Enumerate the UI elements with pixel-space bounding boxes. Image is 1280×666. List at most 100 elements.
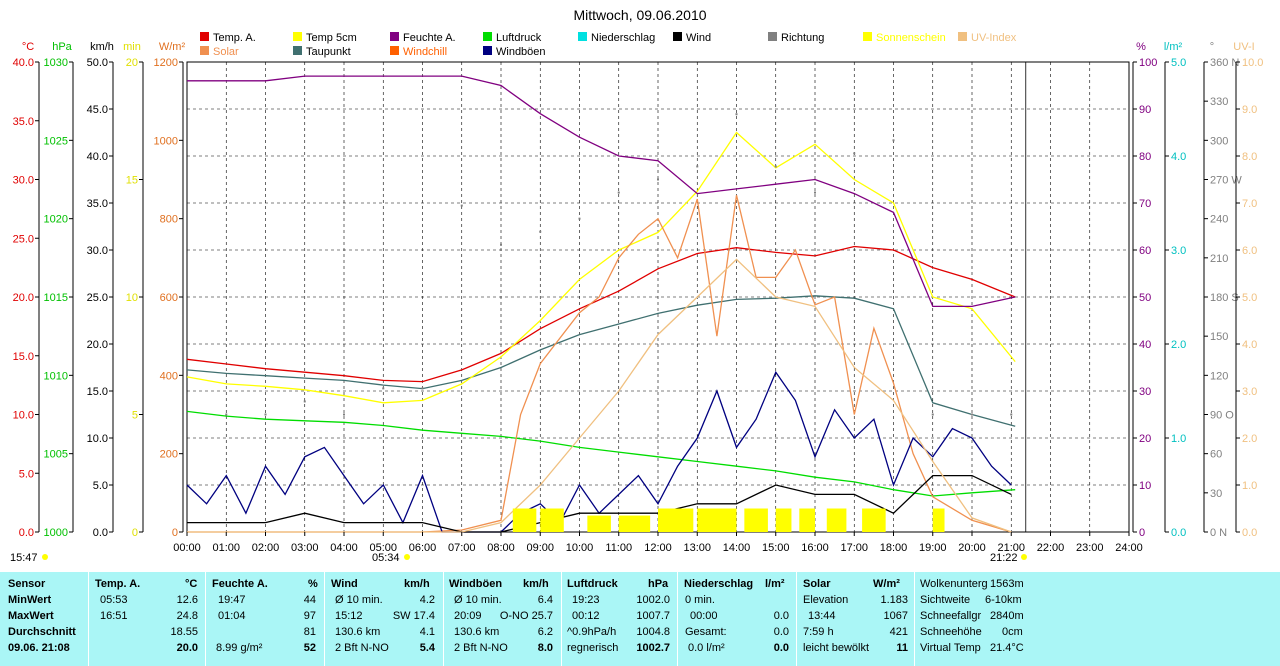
legend-label: Temp. A. xyxy=(213,32,256,44)
temp-unit: °C xyxy=(185,578,198,590)
summary-panel: Sensor MinWert MaxWert Durchschnitt 09.0… xyxy=(0,572,1280,666)
axis-unit: min xyxy=(123,41,141,53)
wind-header: Wind xyxy=(331,578,358,590)
series-feuchte-a- xyxy=(187,75,1016,308)
axis-unit: °C xyxy=(22,41,34,53)
x-axis-ticks: 00:00 01:00 02:00 03:00 04:00 05:00 06:00 07:00… xyxy=(173,532,1143,554)
direction-dot xyxy=(814,191,816,194)
axis-tick-label: 5.0 xyxy=(1242,292,1257,304)
axis-unit: l/m² xyxy=(1164,41,1183,53)
axis-tick-label: 50 xyxy=(1139,292,1151,304)
axis-tick-label: 10.0 xyxy=(13,410,34,422)
axis-tick-label: 10 xyxy=(1139,480,1151,492)
axis-tick-label: 150 xyxy=(1210,331,1228,343)
solar-header: Solar xyxy=(803,578,831,590)
legend-label: Luftdruck xyxy=(496,32,542,44)
legend-swatch xyxy=(958,32,967,41)
axis-tick-label: 3.0 xyxy=(1171,245,1186,257)
axis-tick-label: 9.0 xyxy=(1242,104,1257,116)
axis-tick-label: 0.0 xyxy=(93,527,108,539)
direction-dot xyxy=(343,413,345,416)
axis-tick-label: 180 S xyxy=(1210,292,1239,304)
pressure-forecast: regnerisch xyxy=(567,642,619,654)
direction-dot xyxy=(500,243,502,246)
x-tick-label: 24:00 xyxy=(1115,542,1143,554)
humidity-unit: % xyxy=(308,578,318,590)
sunshine-bar xyxy=(540,508,564,532)
axis-tick-label: 2.0 xyxy=(1242,433,1257,445)
wind-min-label: Ø 10 min. xyxy=(335,594,383,606)
x-tick-label: 15:00 xyxy=(762,542,790,554)
pressure-trend: ^0.9hPa/h xyxy=(567,626,617,638)
rain-unit: l/m² xyxy=(765,578,785,590)
axis-tick-label: 600 xyxy=(160,292,178,304)
axis-tick-label: 35.0 xyxy=(13,116,34,128)
wind-min-value: 4.2 xyxy=(419,594,435,606)
temp-max-value: 24.8 xyxy=(176,610,198,622)
chart-legend: Temp. A. Solar Temp 5cm Taupunkt Feuchte A. W… xyxy=(200,32,1017,58)
gust-bft: 2 Bft N-NO xyxy=(454,642,508,654)
axis-tick-label: 60 xyxy=(1139,245,1151,257)
axis-tick-label: 0.0 xyxy=(1171,527,1186,539)
wind-max-time: 15:12 xyxy=(335,610,363,622)
solar-duration: 7:59 h xyxy=(803,626,834,638)
x-tick-label: 22:00 xyxy=(1037,542,1065,554)
direction-dot xyxy=(578,217,581,220)
virtual-temp-label: Virtual Temp xyxy=(920,642,981,654)
direction-dot xyxy=(735,113,738,116)
weather-chart: Mittwoch, 09.06.2010 Temp. A. Solar Temp 5… xyxy=(10,7,1263,564)
direction-dot xyxy=(971,413,973,416)
axis-tick-label: 0 N xyxy=(1210,527,1227,539)
series-luftdruck xyxy=(186,410,1016,497)
x-tick-label: 16:00 xyxy=(801,542,829,554)
axis-tick-label: 40.0 xyxy=(87,151,108,163)
axis-tick-label: 0.0 xyxy=(19,527,34,539)
axis-tick-label: 10.0 xyxy=(87,433,108,445)
wind-avg-value: 4.1 xyxy=(419,626,435,638)
rain-total-label: Gesamt: xyxy=(685,626,727,638)
axis-tick-label: 20 xyxy=(126,57,138,69)
axis-tick-label: 15 xyxy=(126,175,138,187)
axis-tick-label: 1005 xyxy=(44,449,68,461)
axis-tick-label: 360 N xyxy=(1210,57,1239,69)
min-row-label: MinWert xyxy=(8,594,52,606)
humidity-max-time: 01:04 xyxy=(218,610,246,622)
direction-dot xyxy=(657,178,659,181)
x-tick-label: 09:00 xyxy=(526,542,554,554)
sunrise-icon xyxy=(404,554,410,560)
x-tick-label: 06:00 xyxy=(409,542,437,554)
axis-tick-label: 200 xyxy=(160,449,178,461)
pressure-avg-value: 1004.8 xyxy=(636,626,670,638)
axis-tick-label: 330 xyxy=(1210,96,1228,108)
x-tick-label: 17:00 xyxy=(840,542,868,554)
now-label: 21:22 xyxy=(990,552,1018,564)
legend-swatch xyxy=(390,46,399,55)
x-tick-label: 02:00 xyxy=(252,542,280,554)
solar-current-value: 11 xyxy=(896,642,908,654)
sunrise-label: 05:34 xyxy=(372,552,400,564)
legend-swatch xyxy=(390,32,399,41)
solar-avg-value: 421 xyxy=(889,626,908,638)
sunshine-bar xyxy=(932,508,945,532)
axis-unit: % xyxy=(1136,41,1146,53)
axis-tick-label: 30.0 xyxy=(13,175,34,187)
cloud-base-value: 1563m xyxy=(990,578,1024,590)
direction-dot xyxy=(225,413,228,416)
current-row-label: 09.06. 21:08 xyxy=(8,642,70,654)
x-tick-label: 19:00 xyxy=(919,542,947,554)
gust-max-time: 20:09 xyxy=(454,610,482,622)
sunshine-bar xyxy=(775,508,792,532)
axis-tick-label: 800 xyxy=(160,214,178,226)
gust-current-value: 8.0 xyxy=(537,642,553,654)
axis-tick-label: 5.0 xyxy=(1171,57,1186,69)
rain-rate: 0.0 l/m² xyxy=(688,642,725,654)
direction-dot xyxy=(617,191,620,194)
sunshine-bar xyxy=(862,508,886,532)
legend-label: Windböen xyxy=(496,46,546,58)
direction-dot xyxy=(1010,413,1013,416)
direction-dot xyxy=(892,139,895,142)
axis-tick-label: 210 xyxy=(1210,253,1228,265)
axis-tick-label: 1015 xyxy=(44,292,68,304)
axis-tick-label: 25.0 xyxy=(13,233,34,245)
gust-header: Windböen xyxy=(449,578,503,590)
